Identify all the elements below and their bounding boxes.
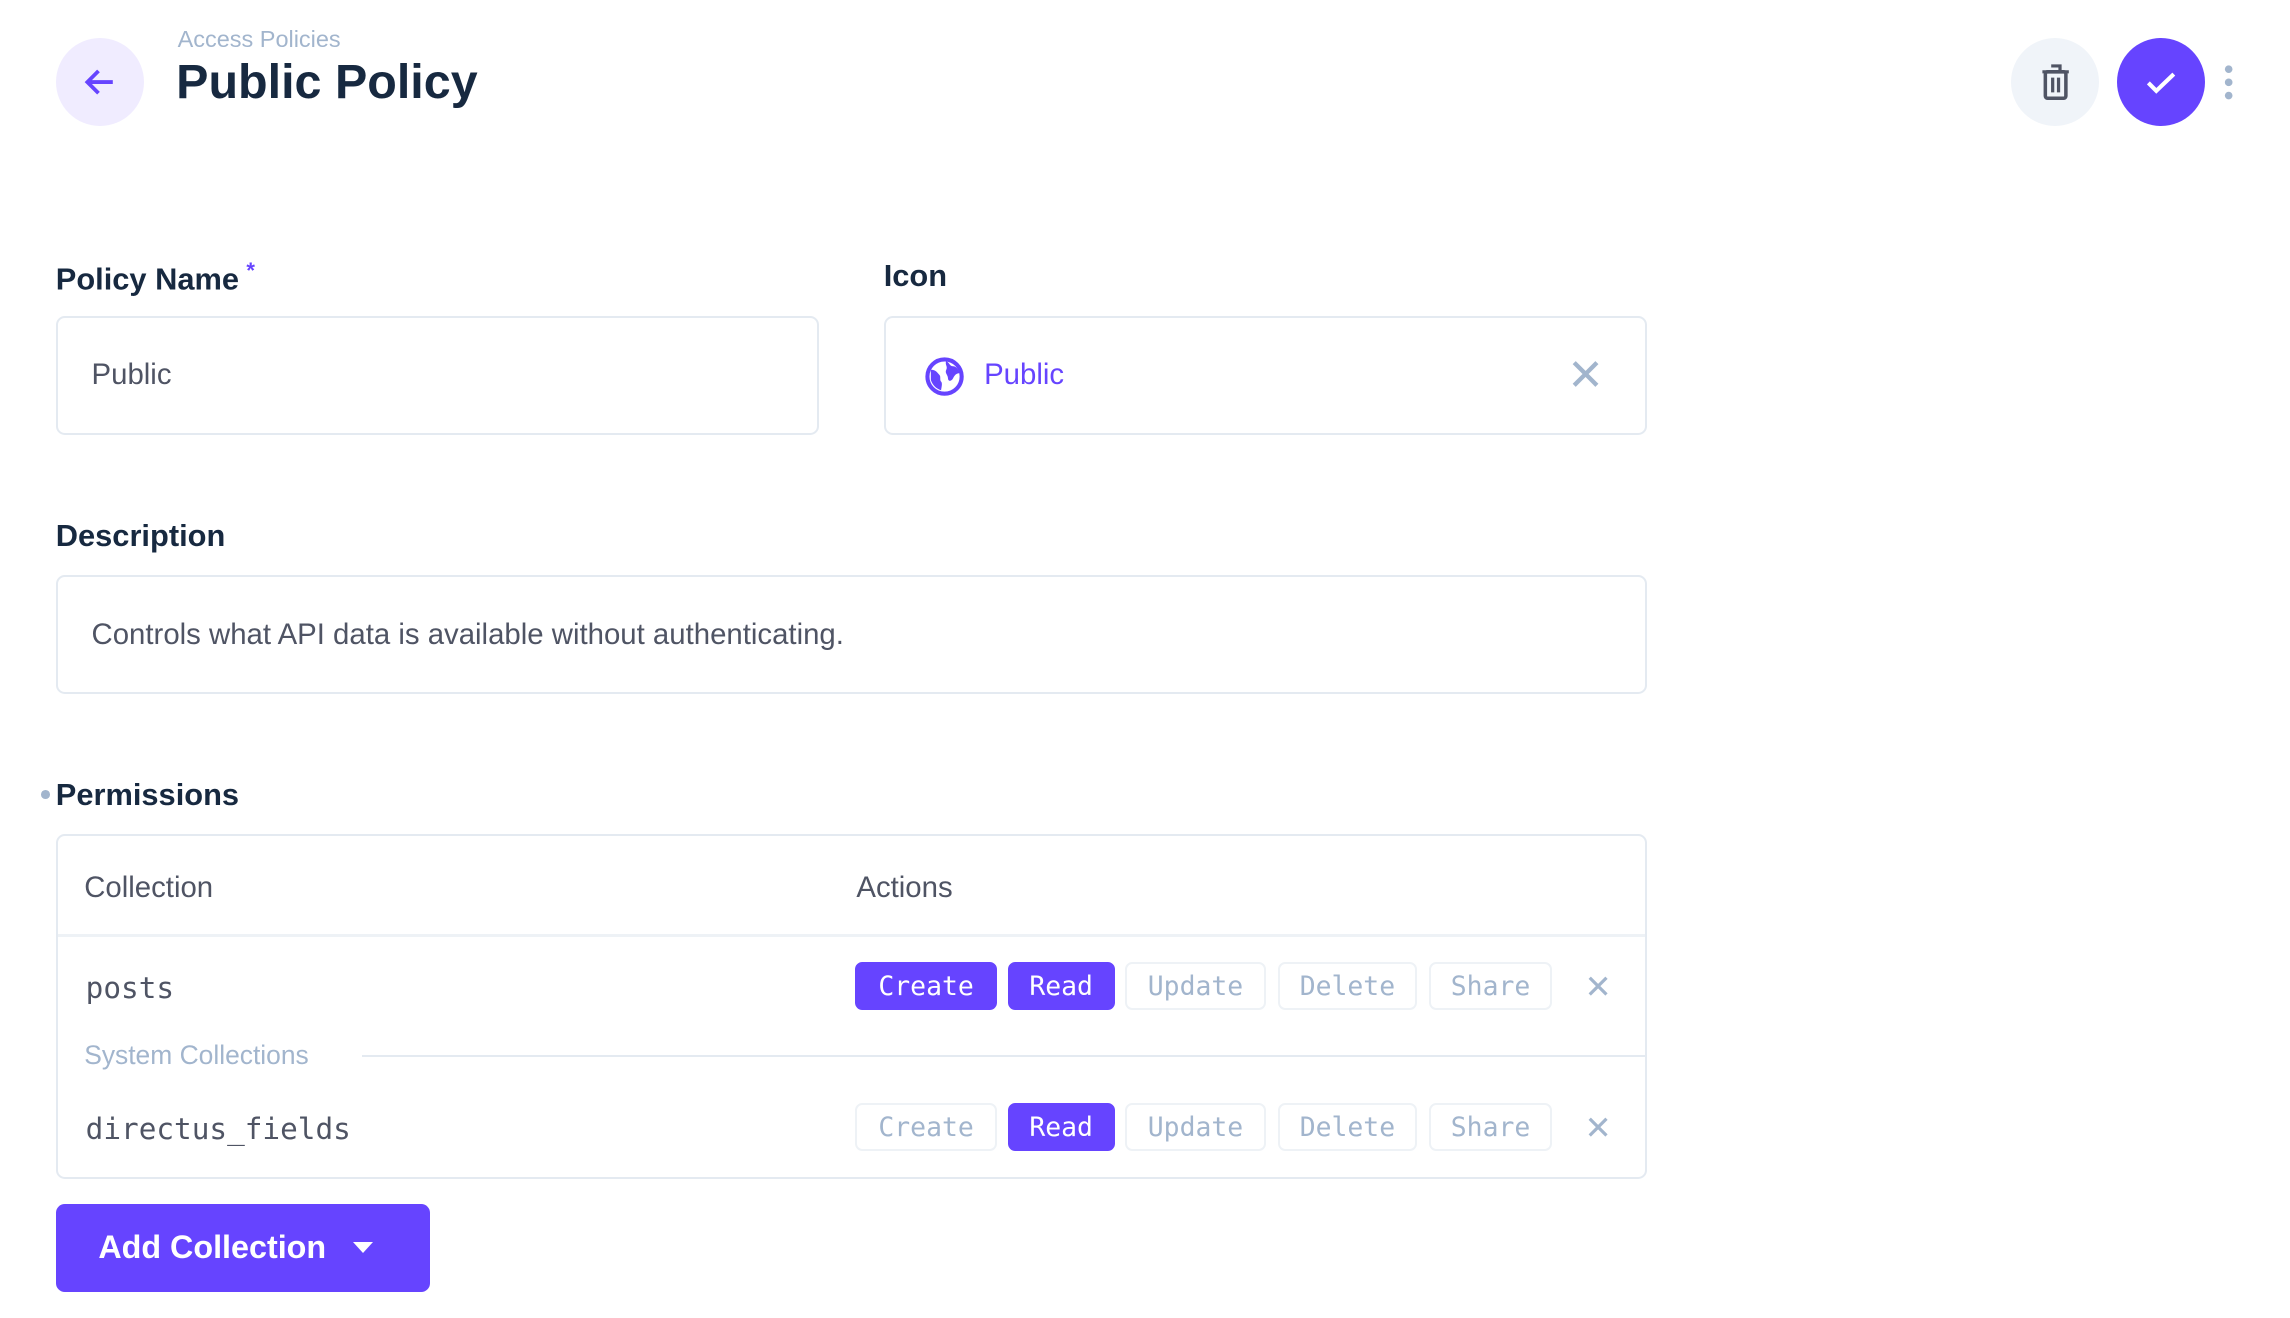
icon-select[interactable]: Public ✕ <box>883 315 1648 435</box>
add-collection-button[interactable]: Add Collection <box>55 1203 431 1292</box>
policy-name-input[interactable]: Public <box>55 315 820 435</box>
table-row: posts Create Read Update Delete Share ✕ <box>58 939 1645 1042</box>
save-button[interactable] <box>2116 38 2205 127</box>
action-read-toggle[interactable]: Read <box>1007 962 1115 1011</box>
trash-icon <box>2041 64 2069 101</box>
globe-icon <box>925 357 964 396</box>
more-options-icon[interactable] <box>2214 53 2243 112</box>
policy-name-value: Public <box>91 358 172 392</box>
action-share-toggle[interactable]: Share <box>1428 962 1553 1011</box>
collection-name[interactable]: directus_fields <box>85 1111 351 1146</box>
column-header-collection: Collection <box>84 871 214 905</box>
icon-value: Public <box>984 358 1065 392</box>
description-label: Description <box>55 518 226 554</box>
check-icon <box>2146 72 2176 94</box>
edited-dot <box>41 789 50 799</box>
page-title: Public Policy <box>176 55 478 110</box>
system-collections-divider: System Collections <box>84 1039 324 1071</box>
collection-name[interactable]: posts <box>85 970 175 1005</box>
action-update-toggle[interactable]: Update <box>1125 1102 1266 1152</box>
icon-label: Icon <box>883 258 948 294</box>
permissions-label: Permissions <box>55 776 240 812</box>
breadcrumb[interactable]: Access Policies <box>177 26 341 53</box>
remove-row-icon[interactable]: ✕ <box>1584 1109 1612 1146</box>
action-update-toggle[interactable]: Update <box>1125 962 1266 1011</box>
action-create-toggle[interactable]: Create <box>854 1102 998 1152</box>
delete-button[interactable] <box>2011 38 2100 127</box>
header-divider <box>57 934 1646 938</box>
remove-row-icon[interactable]: ✕ <box>1584 968 1612 1005</box>
table-row: directus_fields Create Read Update Delet… <box>58 1080 1645 1177</box>
action-read-toggle[interactable]: Read <box>1007 1102 1115 1152</box>
description-value: Controls what API data is available with… <box>91 617 844 651</box>
permissions-table: Collection Actions posts Create Read Upd… <box>55 833 1648 1179</box>
caret-down-icon <box>352 1242 373 1255</box>
divider-line <box>361 1054 1646 1058</box>
arrow-left-icon <box>84 69 113 95</box>
column-header-actions: Actions <box>856 871 953 905</box>
action-create-toggle[interactable]: Create <box>854 962 998 1011</box>
action-share-toggle[interactable]: Share <box>1428 1102 1553 1152</box>
clear-icon[interactable]: ✕ <box>1567 350 1604 400</box>
action-delete-toggle[interactable]: Delete <box>1277 1102 1418 1152</box>
add-collection-label: Add Collection <box>98 1229 327 1266</box>
back-button[interactable] <box>55 38 144 127</box>
policy-name-label: Policy Name * <box>55 258 255 297</box>
action-delete-toggle[interactable]: Delete <box>1277 962 1418 1011</box>
description-input[interactable]: Controls what API data is available with… <box>55 575 1648 695</box>
required-mark: * <box>246 258 255 284</box>
